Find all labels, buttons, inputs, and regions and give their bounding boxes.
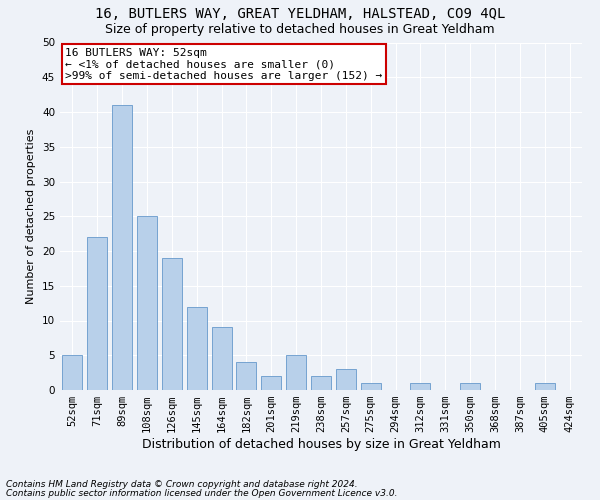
- Text: Contains public sector information licensed under the Open Government Licence v3: Contains public sector information licen…: [6, 488, 398, 498]
- Text: 16 BUTLERS WAY: 52sqm
← <1% of detached houses are smaller (0)
>99% of semi-deta: 16 BUTLERS WAY: 52sqm ← <1% of detached …: [65, 48, 382, 81]
- Y-axis label: Number of detached properties: Number of detached properties: [26, 128, 37, 304]
- Bar: [286, 355, 306, 390]
- Bar: [236, 362, 256, 390]
- Text: Contains HM Land Registry data © Crown copyright and database right 2024.: Contains HM Land Registry data © Crown c…: [6, 480, 358, 489]
- Bar: [460, 383, 480, 390]
- Text: 16, BUTLERS WAY, GREAT YELDHAM, HALSTEAD, CO9 4QL: 16, BUTLERS WAY, GREAT YELDHAM, HALSTEAD…: [95, 8, 505, 22]
- Bar: [361, 383, 380, 390]
- Bar: [162, 258, 182, 390]
- Bar: [187, 306, 206, 390]
- Bar: [212, 328, 232, 390]
- X-axis label: Distribution of detached houses by size in Great Yeldham: Distribution of detached houses by size …: [142, 438, 500, 451]
- Text: Size of property relative to detached houses in Great Yeldham: Size of property relative to detached ho…: [105, 22, 495, 36]
- Bar: [410, 383, 430, 390]
- Bar: [535, 383, 554, 390]
- Bar: [262, 376, 281, 390]
- Bar: [88, 237, 107, 390]
- Bar: [62, 355, 82, 390]
- Bar: [112, 105, 132, 390]
- Bar: [311, 376, 331, 390]
- Bar: [336, 369, 356, 390]
- Bar: [137, 216, 157, 390]
